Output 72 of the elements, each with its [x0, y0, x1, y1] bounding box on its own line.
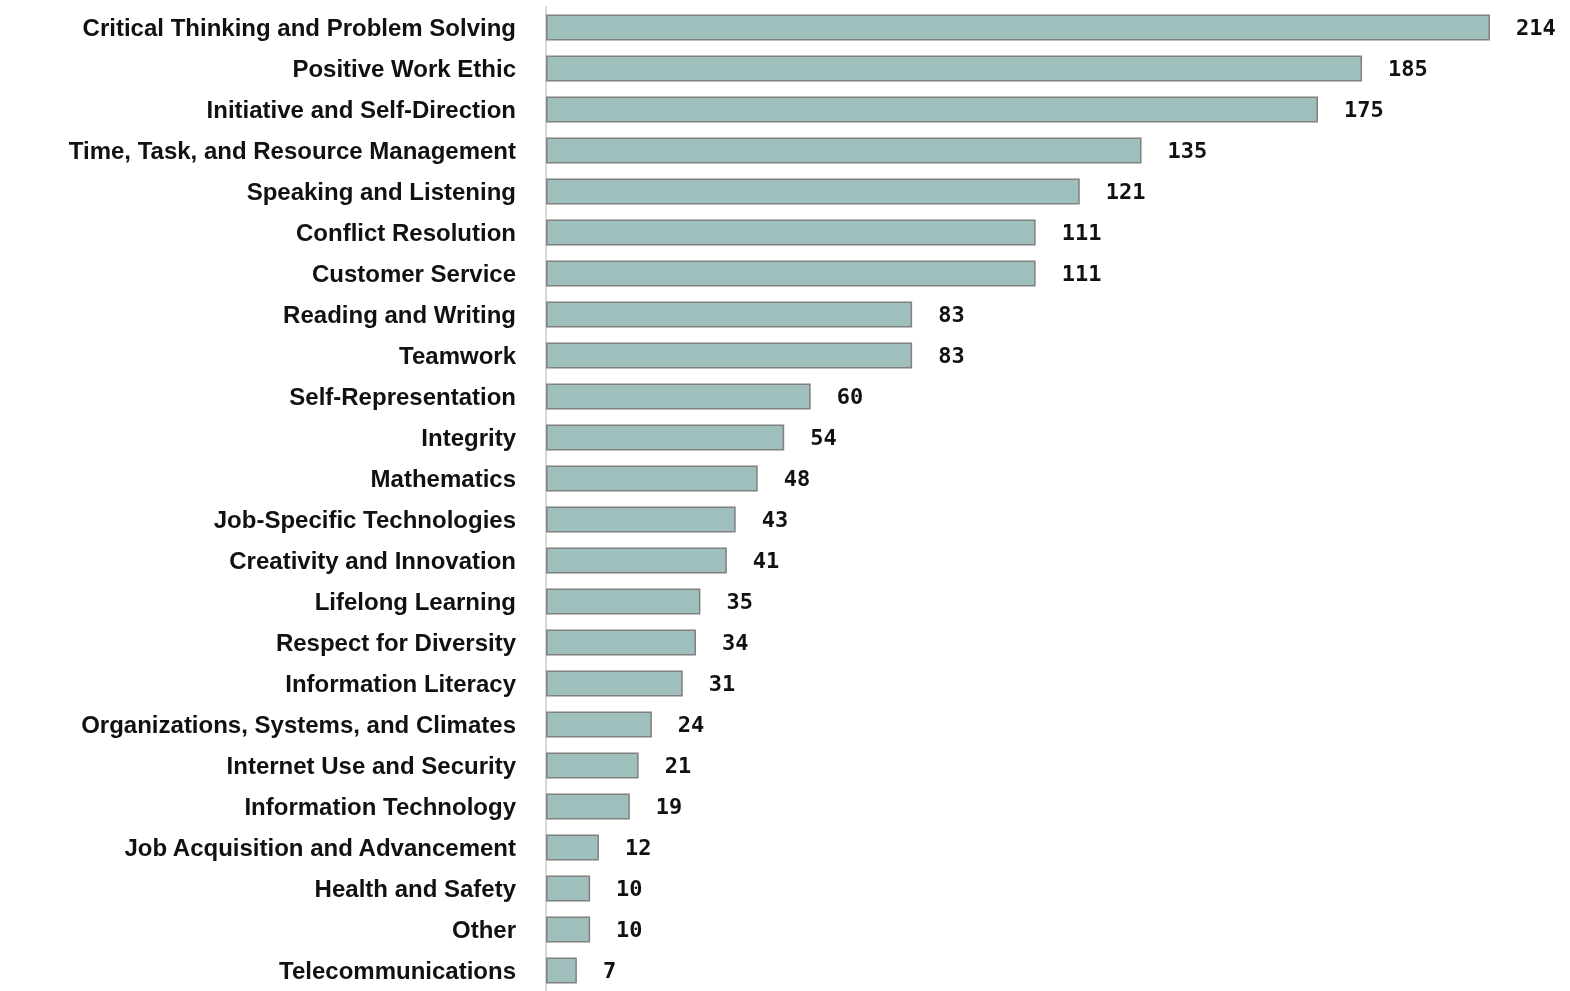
data-label: 54 — [810, 425, 837, 450]
y-tick-label: Organizations, Systems, and Climates — [81, 711, 516, 738]
y-tick-label: Information Technology — [244, 793, 517, 820]
y-tick-label: Other — [451, 916, 516, 943]
bar — [546, 506, 736, 533]
y-tick-label: Critical Thinking and Problem Solving — [82, 14, 516, 41]
data-label: 31 — [708, 671, 736, 696]
bar — [546, 14, 1490, 41]
y-tick-label: Information Literacy — [285, 670, 517, 697]
y-tick-label: Reading and Writing — [283, 301, 516, 328]
bar — [546, 752, 639, 779]
data-label: 41 — [752, 548, 780, 573]
y-tick-label: Job Acquisition and Advancement — [124, 834, 516, 861]
y-tick-label: Respect for Diversity — [275, 629, 517, 656]
bar — [546, 383, 811, 410]
bar — [546, 137, 1142, 164]
data-label: 83 — [938, 343, 965, 368]
data-label: 111 — [1061, 220, 1102, 245]
bar — [546, 711, 652, 738]
data-label: 21 — [664, 753, 692, 778]
y-tick-label: Health and Safety — [314, 875, 517, 902]
y-tick-label: Teamwork — [399, 342, 517, 369]
data-label: 34 — [721, 630, 749, 655]
data-label: 43 — [761, 507, 789, 532]
bar — [546, 916, 591, 943]
y-tick-label: Job-Specific Technologies — [213, 506, 516, 533]
y-tick-label: Self-Representation — [289, 383, 516, 410]
bar — [546, 342, 913, 369]
y-tick-label: Creativity and Innovation — [229, 547, 516, 574]
data-label: 121 — [1105, 179, 1146, 204]
y-tick-label: Initiative and Self-Direction — [206, 96, 516, 123]
bar — [546, 834, 599, 861]
data-label: 7 — [602, 958, 617, 983]
data-label: 10 — [616, 876, 643, 901]
data-label: 214 — [1516, 15, 1556, 40]
y-tick-label: Integrity — [421, 424, 517, 451]
bar — [546, 260, 1036, 287]
bar — [546, 875, 591, 902]
y-tick-label: Speaking and Listening — [246, 178, 516, 205]
bar — [546, 793, 630, 820]
bar — [546, 547, 727, 574]
y-tick-label: Positive Work Ethic — [292, 55, 516, 82]
bar — [546, 301, 913, 328]
y-tick-label: Telecommunications — [279, 957, 516, 984]
y-tick-label: Customer Service — [311, 260, 516, 287]
data-label: 83 — [938, 302, 965, 327]
bar — [546, 629, 696, 656]
data-label: 24 — [677, 712, 705, 737]
data-label: 48 — [783, 466, 811, 491]
y-tick-label: Lifelong Learning — [314, 588, 516, 615]
data-label: 60 — [836, 384, 864, 409]
bar — [546, 55, 1363, 82]
data-label: 185 — [1388, 56, 1428, 81]
bar — [546, 588, 701, 615]
bar — [546, 219, 1036, 246]
data-label: 10 — [616, 917, 643, 942]
bar — [546, 178, 1080, 205]
data-label: 111 — [1061, 261, 1102, 286]
data-label: 135 — [1167, 138, 1208, 163]
bar — [546, 424, 785, 451]
bar — [546, 957, 577, 984]
bar — [546, 96, 1318, 123]
bar — [546, 670, 683, 697]
data-label: 175 — [1343, 97, 1384, 122]
y-tick-label: Mathematics — [370, 465, 516, 492]
y-tick-label: Time, Task, and Resource Management — [68, 137, 516, 164]
y-tick-label: Conflict Resolution — [296, 219, 516, 246]
y-tick-label: Internet Use and Security — [226, 752, 517, 779]
data-label: 35 — [726, 589, 753, 614]
data-label: 19 — [655, 794, 683, 819]
bar — [546, 465, 758, 492]
data-label: 12 — [624, 835, 652, 860]
